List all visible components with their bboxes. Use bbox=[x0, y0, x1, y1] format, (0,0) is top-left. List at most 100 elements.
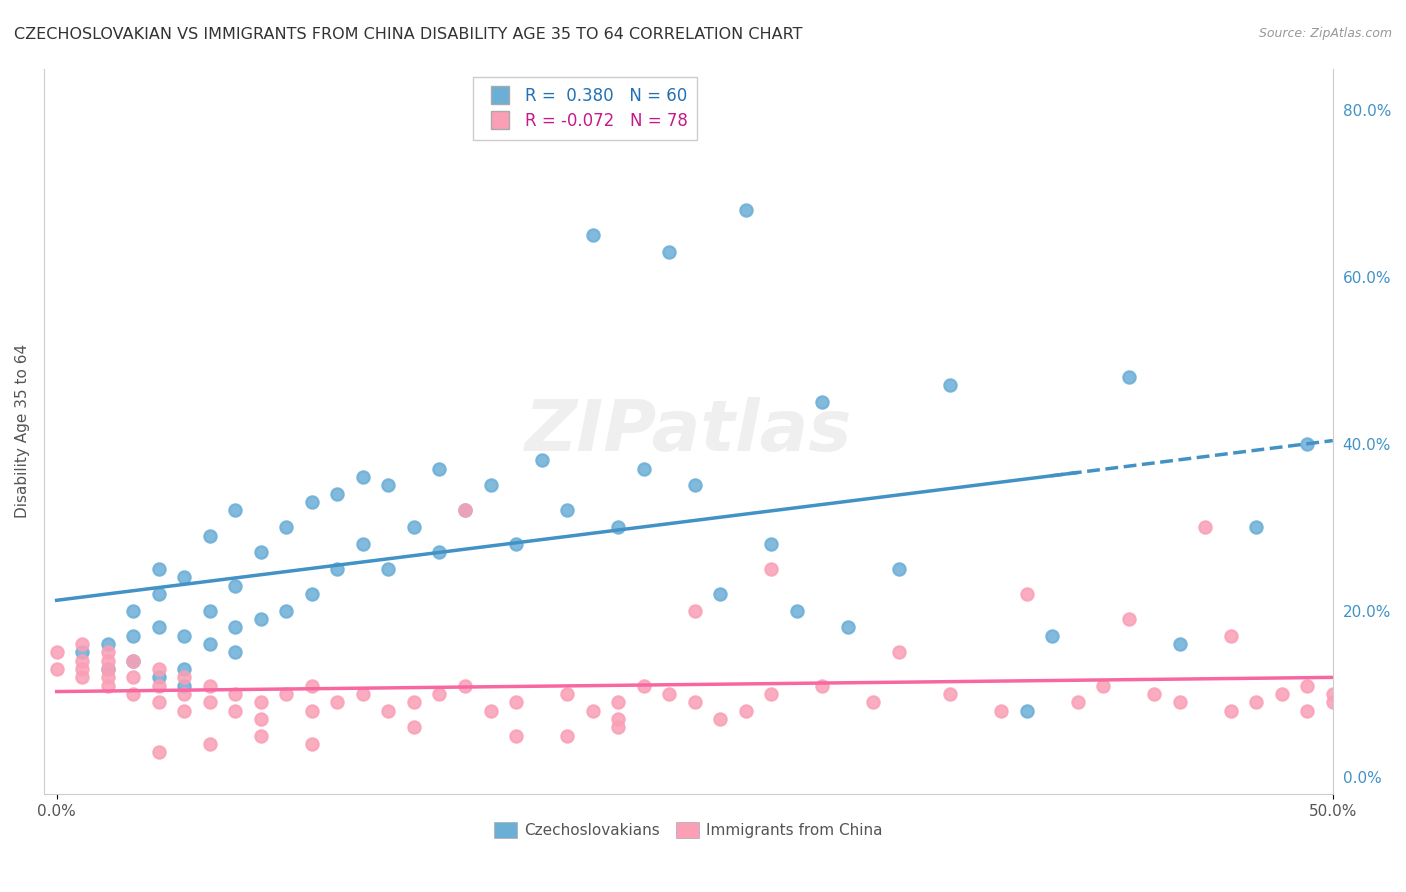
Czechoslovakians bbox=[1168, 637, 1191, 651]
Immigrants from China bbox=[97, 662, 120, 676]
Czechoslovakians bbox=[352, 470, 374, 484]
Czechoslovakians bbox=[402, 520, 425, 534]
Immigrants from China bbox=[811, 679, 834, 693]
Czechoslovakians bbox=[70, 645, 93, 659]
Immigrants from China bbox=[887, 645, 910, 659]
Text: CZECHOSLOVAKIAN VS IMMIGRANTS FROM CHINA DISABILITY AGE 35 TO 64 CORRELATION CHA: CZECHOSLOVAKIAN VS IMMIGRANTS FROM CHINA… bbox=[14, 27, 803, 42]
Immigrants from China bbox=[45, 645, 67, 659]
Immigrants from China bbox=[555, 729, 578, 743]
Immigrants from China bbox=[122, 687, 145, 701]
Immigrants from China bbox=[505, 729, 527, 743]
Immigrants from China bbox=[454, 503, 477, 517]
Immigrants from China bbox=[1244, 695, 1267, 709]
Czechoslovakians bbox=[734, 203, 756, 218]
Immigrants from China bbox=[1168, 695, 1191, 709]
Czechoslovakians bbox=[301, 495, 323, 509]
Y-axis label: Disability Age 35 to 64: Disability Age 35 to 64 bbox=[15, 344, 30, 518]
Text: ZIPatlas: ZIPatlas bbox=[524, 397, 852, 466]
Immigrants from China bbox=[1143, 687, 1166, 701]
Immigrants from China bbox=[122, 670, 145, 684]
Czechoslovakians bbox=[276, 520, 298, 534]
Czechoslovakians bbox=[786, 603, 808, 617]
Czechoslovakians bbox=[1040, 629, 1063, 643]
Immigrants from China bbox=[761, 687, 783, 701]
Immigrants from China bbox=[683, 695, 706, 709]
Immigrants from China bbox=[939, 687, 962, 701]
Immigrants from China bbox=[122, 654, 145, 668]
Immigrants from China bbox=[352, 687, 374, 701]
Immigrants from China bbox=[97, 670, 120, 684]
Immigrants from China bbox=[454, 679, 477, 693]
Immigrants from China bbox=[1219, 629, 1241, 643]
Immigrants from China bbox=[97, 679, 120, 693]
Czechoslovakians bbox=[173, 662, 195, 676]
Immigrants from China bbox=[1271, 687, 1294, 701]
Czechoslovakians bbox=[173, 679, 195, 693]
Czechoslovakians bbox=[122, 629, 145, 643]
Czechoslovakians bbox=[1118, 370, 1140, 384]
Czechoslovakians bbox=[377, 478, 399, 492]
Immigrants from China bbox=[224, 704, 246, 718]
Immigrants from China bbox=[276, 687, 298, 701]
Immigrants from China bbox=[607, 695, 630, 709]
Immigrants from China bbox=[148, 679, 170, 693]
Czechoslovakians bbox=[148, 562, 170, 576]
Immigrants from China bbox=[148, 745, 170, 759]
Czechoslovakians bbox=[326, 562, 349, 576]
Czechoslovakians bbox=[148, 620, 170, 634]
Immigrants from China bbox=[97, 645, 120, 659]
Immigrants from China bbox=[301, 704, 323, 718]
Immigrants from China bbox=[70, 670, 93, 684]
Czechoslovakians bbox=[479, 478, 502, 492]
Czechoslovakians bbox=[198, 603, 221, 617]
Immigrants from China bbox=[505, 695, 527, 709]
Czechoslovakians bbox=[352, 537, 374, 551]
Czechoslovakians bbox=[1244, 520, 1267, 534]
Immigrants from China bbox=[990, 704, 1012, 718]
Immigrants from China bbox=[148, 695, 170, 709]
Czechoslovakians bbox=[224, 578, 246, 592]
Czechoslovakians bbox=[429, 462, 451, 476]
Immigrants from China bbox=[70, 654, 93, 668]
Immigrants from China bbox=[250, 695, 273, 709]
Czechoslovakians bbox=[530, 453, 553, 467]
Czechoslovakians bbox=[122, 603, 145, 617]
Czechoslovakians bbox=[224, 503, 246, 517]
Immigrants from China bbox=[734, 704, 756, 718]
Immigrants from China bbox=[224, 687, 246, 701]
Immigrants from China bbox=[70, 637, 93, 651]
Czechoslovakians bbox=[97, 662, 120, 676]
Czechoslovakians bbox=[276, 603, 298, 617]
Czechoslovakians bbox=[581, 228, 603, 243]
Czechoslovakians bbox=[811, 395, 834, 409]
Immigrants from China bbox=[1322, 695, 1344, 709]
Immigrants from China bbox=[633, 679, 655, 693]
Czechoslovakians bbox=[326, 487, 349, 501]
Czechoslovakians bbox=[505, 537, 527, 551]
Immigrants from China bbox=[555, 687, 578, 701]
Czechoslovakians bbox=[122, 654, 145, 668]
Immigrants from China bbox=[377, 704, 399, 718]
Immigrants from China bbox=[1066, 695, 1088, 709]
Immigrants from China bbox=[97, 654, 120, 668]
Czechoslovakians bbox=[939, 378, 962, 392]
Czechoslovakians bbox=[377, 562, 399, 576]
Immigrants from China bbox=[607, 720, 630, 734]
Immigrants from China bbox=[1118, 612, 1140, 626]
Czechoslovakians bbox=[607, 520, 630, 534]
Czechoslovakians bbox=[1296, 437, 1319, 451]
Immigrants from China bbox=[198, 695, 221, 709]
Immigrants from China bbox=[173, 704, 195, 718]
Immigrants from China bbox=[709, 712, 731, 726]
Immigrants from China bbox=[250, 712, 273, 726]
Immigrants from China bbox=[198, 679, 221, 693]
Immigrants from China bbox=[301, 679, 323, 693]
Czechoslovakians bbox=[658, 244, 681, 259]
Czechoslovakians bbox=[301, 587, 323, 601]
Legend: Czechoslovakians, Immigrants from China: Czechoslovakians, Immigrants from China bbox=[488, 816, 889, 845]
Immigrants from China bbox=[402, 720, 425, 734]
Immigrants from China bbox=[607, 712, 630, 726]
Czechoslovakians bbox=[224, 645, 246, 659]
Immigrants from China bbox=[658, 687, 681, 701]
Czechoslovakians bbox=[837, 620, 859, 634]
